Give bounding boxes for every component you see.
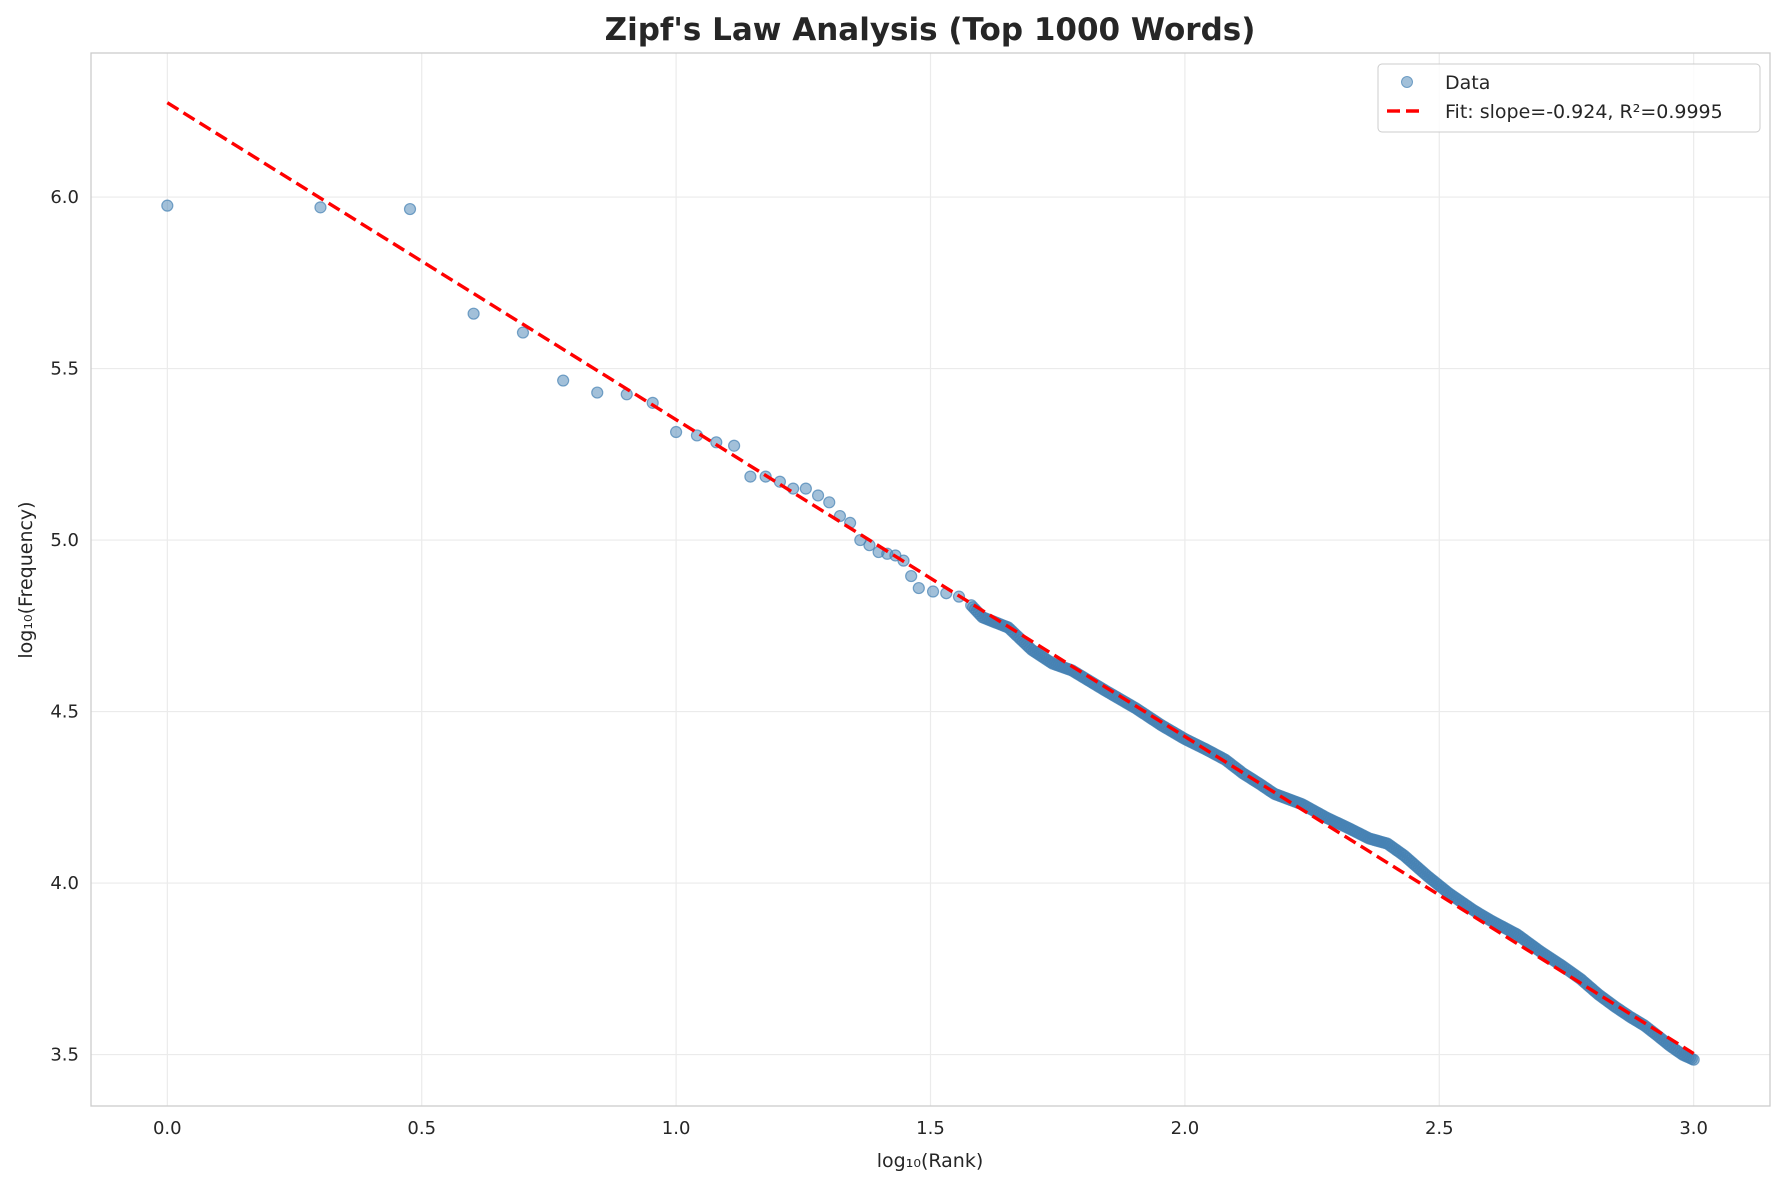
legend: Data Fit: slope=-0.924, R²=0.9995 xyxy=(1377,63,1761,133)
fit-line xyxy=(166,101,1695,1055)
x-axis-label: log₁₀(Rank) xyxy=(877,1150,984,1172)
data-point xyxy=(744,470,757,483)
data-point xyxy=(467,307,480,320)
y-tick-label: 4.0 xyxy=(50,873,79,894)
chart-title: Zipf's Law Analysis (Top 1000 Words) xyxy=(605,12,1256,48)
data-point xyxy=(926,585,940,598)
y-tick-label: 4.5 xyxy=(50,702,79,723)
x-tick-label: 1.5 xyxy=(916,1118,945,1139)
data-point xyxy=(728,439,741,452)
data-point xyxy=(161,199,174,212)
y-axis-label: log₁₀(Frequency) xyxy=(15,501,37,658)
data-point xyxy=(1687,1053,1700,1066)
data-point xyxy=(314,201,327,214)
data-point xyxy=(516,326,530,339)
data-point xyxy=(799,482,812,495)
data-points xyxy=(161,199,1700,1066)
data-point xyxy=(912,581,925,595)
data-point xyxy=(811,489,825,502)
legend-data-marker xyxy=(1401,76,1413,88)
legend-data-label: Data xyxy=(1445,72,1490,94)
data-point xyxy=(557,374,570,387)
x-tick-label: 0.0 xyxy=(153,1118,182,1139)
x-ticks: 0.0 0.5 1.0 1.5 2.0 2.5 3.0 xyxy=(153,1118,1708,1139)
x-tick-label: 2.5 xyxy=(1425,1118,1454,1139)
data-point xyxy=(591,386,604,399)
data-point xyxy=(905,569,918,583)
data-point xyxy=(670,425,683,439)
legend-box xyxy=(1377,63,1761,133)
x-tick-label: 2.0 xyxy=(1171,1118,1200,1139)
y-tick-label: 6.0 xyxy=(50,187,79,208)
x-tick-label: 0.5 xyxy=(407,1118,436,1139)
y-tick-label: 5.5 xyxy=(50,359,79,380)
x-tick-label: 1.0 xyxy=(662,1118,691,1139)
legend-fit-label: Fit: slope=-0.924, R²=0.9995 xyxy=(1445,101,1723,123)
y-tick-label: 3.5 xyxy=(50,1045,79,1066)
data-point xyxy=(403,202,417,216)
grid xyxy=(91,53,1770,1106)
data-point xyxy=(823,496,836,509)
y-ticks: 3.5 4.0 4.5 5.0 5.5 6.0 xyxy=(50,187,79,1065)
plot-frame xyxy=(90,52,1771,1107)
y-tick-label: 5.0 xyxy=(50,530,79,551)
x-tick-label: 3.0 xyxy=(1679,1118,1708,1139)
